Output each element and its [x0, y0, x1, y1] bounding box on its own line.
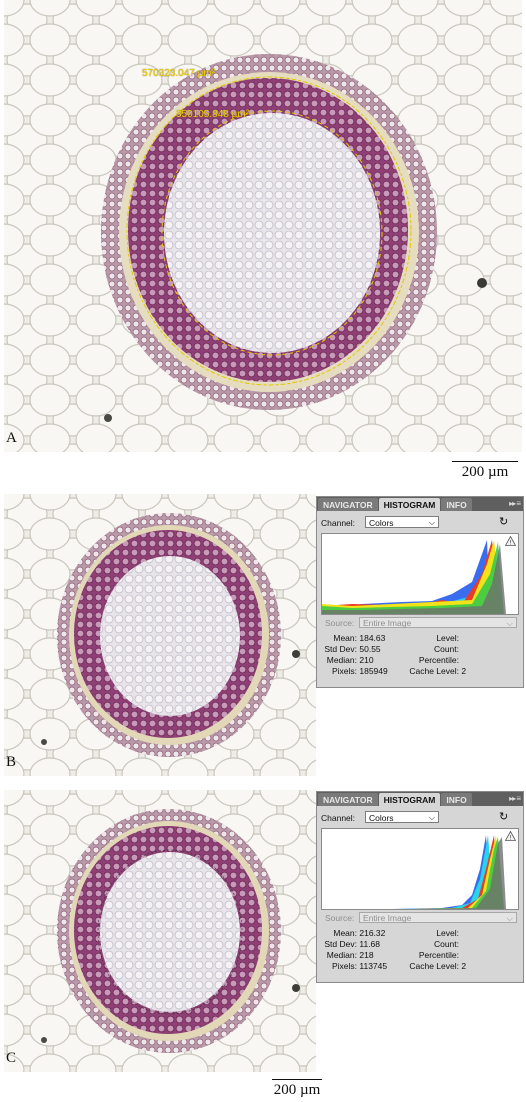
panel-menu-icon[interactable]: ▸▸ ≡	[509, 499, 521, 508]
panel-tabs: NAVIGATOR HISTOGRAM INFO ▸▸ ≡	[317, 792, 523, 806]
tab-histogram[interactable]: HISTOGRAM	[378, 498, 441, 511]
scale-bar-label: 200 µm	[273, 1082, 321, 1098]
stat-median: Median: 210	[326, 655, 374, 665]
histogram-graph: !	[321, 533, 519, 615]
chevron-down-icon: ⌵	[506, 913, 513, 923]
histogram-panel-b: NAVIGATOR HISTOGRAM INFO ▸▸ ≡ Channel: C…	[316, 496, 524, 688]
panel-letter-a: A	[6, 430, 17, 446]
scale-bar-bottom: 200 µm	[262, 1079, 332, 1099]
warning-icon[interactable]: !	[505, 536, 516, 546]
histogram-panel-c: NAVIGATOR HISTOGRAM INFO ▸▸ ≡ Channel: C…	[316, 791, 524, 983]
scale-bar-label: 200 µm	[461, 464, 509, 480]
source-label: Source:	[325, 913, 355, 923]
panel-menu-icon[interactable]: ▸▸ ≡	[509, 794, 521, 803]
channel-label: Channel:	[321, 518, 356, 528]
tab-navigator[interactable]: NAVIGATOR	[318, 498, 378, 511]
stat-std-dev: Std Dev: 11.68	[324, 939, 381, 949]
tab-info[interactable]: INFO	[441, 793, 472, 806]
stat-pixels: Pixels: 185949	[331, 666, 388, 676]
histogram-graph: !	[321, 828, 519, 910]
tab-info[interactable]: INFO	[441, 498, 472, 511]
channel-select[interactable]: Colors ⌵	[365, 811, 439, 823]
chevron-down-icon: ⌵	[428, 518, 435, 527]
source-select[interactable]: Entire Image ⌵	[359, 617, 517, 628]
panel-tabs: NAVIGATOR HISTOGRAM INFO ▸▸ ≡	[317, 497, 523, 511]
warning-icon[interactable]: !	[505, 831, 516, 841]
stat-level: Level:	[436, 633, 459, 643]
channel-select[interactable]: Colors ⌵	[365, 516, 439, 528]
stat-std-dev: Std Dev: 50.55	[324, 644, 381, 654]
source-value: Entire Image	[363, 913, 412, 923]
panel-letter-c: C	[6, 1050, 17, 1066]
channel-label: Channel:	[321, 813, 356, 823]
micrograph-b	[4, 494, 316, 776]
scale-bar-line	[272, 1079, 322, 1080]
source-label: Source:	[325, 618, 355, 628]
svg-text:!: !	[510, 541, 512, 547]
refresh-icon[interactable]: ↻	[499, 811, 509, 823]
stat-pixels: Pixels: 113745	[331, 961, 388, 971]
scale-bar-top: 200 µm	[450, 461, 520, 481]
stat-percentile: Percentile:	[418, 655, 459, 665]
panel-letter-b: B	[6, 754, 17, 770]
stat-count: Count:	[433, 644, 459, 654]
stat-count: Count:	[433, 939, 459, 949]
scale-bar-line	[452, 461, 518, 462]
stat-level: Level:	[436, 928, 459, 938]
measurement-outer-area: 570323.047 µm²	[142, 68, 216, 79]
chevron-down-icon: ⌵	[506, 618, 513, 628]
tab-navigator[interactable]: NAVIGATOR	[318, 793, 378, 806]
refresh-icon[interactable]: ↻	[499, 516, 509, 528]
stat-cache-level: Cache Level: 2	[409, 961, 467, 971]
chevron-down-icon: ⌵	[428, 813, 435, 822]
channel-value: Colors	[369, 518, 394, 528]
channel-value: Colors	[369, 813, 394, 823]
svg-text:!: !	[510, 836, 512, 842]
micrograph-a	[4, 0, 522, 452]
stat-percentile: Percentile:	[418, 950, 459, 960]
stat-cache-level: Cache Level: 2	[409, 666, 467, 676]
stat-mean: Mean: 216.32	[333, 928, 386, 938]
tab-histogram[interactable]: HISTOGRAM	[378, 793, 441, 806]
stat-median: Median: 218	[326, 950, 374, 960]
micrograph-c	[4, 790, 316, 1072]
source-value: Entire Image	[363, 618, 412, 628]
measurement-inner-area: 350105.848 µm²	[176, 109, 250, 120]
source-select[interactable]: Entire Image ⌵	[359, 912, 517, 923]
stat-mean: Mean: 184.63	[333, 633, 386, 643]
